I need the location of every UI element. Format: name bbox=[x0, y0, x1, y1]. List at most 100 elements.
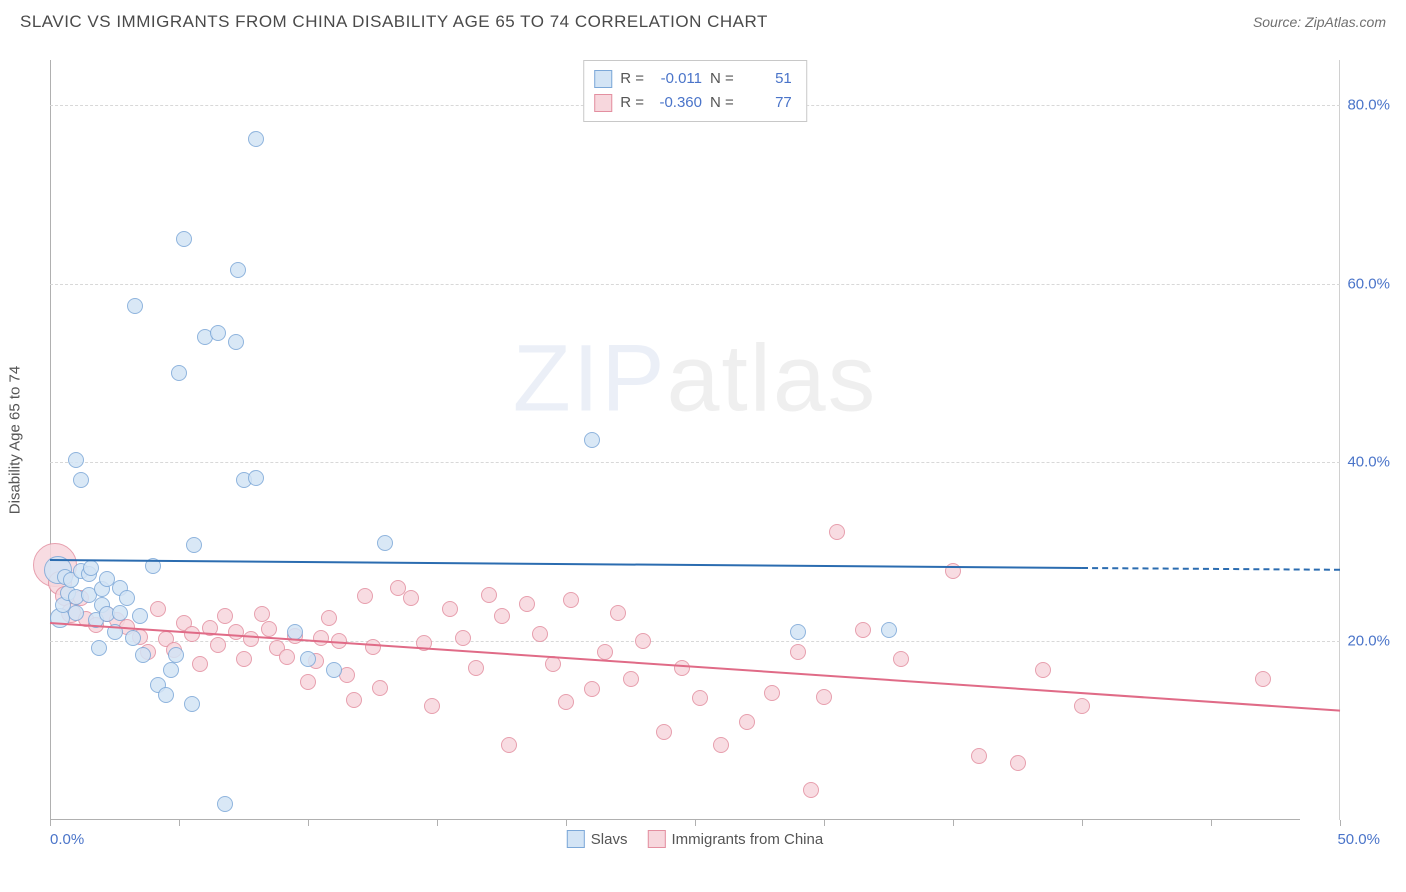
marker-china bbox=[494, 608, 510, 624]
stats-legend-box: R = -0.011 N = 51 R = -0.360 N = 77 bbox=[583, 60, 807, 122]
marker-china bbox=[692, 690, 708, 706]
marker-china bbox=[558, 694, 574, 710]
marker-slavs bbox=[176, 231, 192, 247]
bottom-legend: Slavs Immigrants from China bbox=[567, 830, 823, 848]
marker-china bbox=[442, 601, 458, 617]
marker-china bbox=[357, 588, 373, 604]
swatch-slavs bbox=[594, 70, 612, 88]
y-tick-label: 20.0% bbox=[1347, 633, 1390, 650]
marker-china bbox=[623, 671, 639, 687]
marker-china bbox=[971, 748, 987, 764]
legend-label-china: Immigrants from China bbox=[671, 831, 823, 848]
grid-line bbox=[50, 284, 1340, 285]
chart-title: SLAVIC VS IMMIGRANTS FROM CHINA DISABILI… bbox=[20, 12, 768, 32]
marker-slavs bbox=[112, 605, 128, 621]
marker-china bbox=[855, 622, 871, 638]
marker-china bbox=[1074, 698, 1090, 714]
marker-china bbox=[481, 587, 497, 603]
marker-china bbox=[321, 610, 337, 626]
r-label-slavs: R = bbox=[620, 67, 644, 91]
legend-swatch-slavs bbox=[567, 830, 585, 848]
x-tick bbox=[1340, 820, 1341, 826]
marker-slavs bbox=[584, 432, 600, 448]
marker-china bbox=[829, 524, 845, 540]
marker-slavs bbox=[132, 608, 148, 624]
x-axis-max-label: 50.0% bbox=[1337, 831, 1380, 848]
marker-china bbox=[674, 660, 690, 676]
marker-slavs bbox=[68, 605, 84, 621]
marker-slavs bbox=[83, 560, 99, 576]
marker-china bbox=[532, 626, 548, 642]
marker-china bbox=[243, 631, 259, 647]
marker-china bbox=[545, 656, 561, 672]
legend-item-slavs: Slavs bbox=[567, 830, 628, 848]
marker-slavs bbox=[326, 662, 342, 678]
marker-china bbox=[365, 639, 381, 655]
marker-china bbox=[228, 624, 244, 640]
marker-china bbox=[346, 692, 362, 708]
marker-china bbox=[790, 644, 806, 660]
swatch-china bbox=[594, 94, 612, 112]
marker-slavs bbox=[881, 622, 897, 638]
stats-row-china: R = -0.360 N = 77 bbox=[594, 91, 792, 115]
marker-china bbox=[424, 698, 440, 714]
plot-border bbox=[50, 60, 1300, 820]
marker-slavs bbox=[248, 131, 264, 147]
legend-swatch-china bbox=[647, 830, 665, 848]
marker-china bbox=[597, 644, 613, 660]
y-tick-label: 60.0% bbox=[1347, 275, 1390, 292]
legend-label-slavs: Slavs bbox=[591, 831, 628, 848]
x-tick bbox=[695, 820, 696, 826]
marker-china bbox=[150, 601, 166, 617]
marker-slavs bbox=[125, 630, 141, 646]
stats-row-slavs: R = -0.011 N = 51 bbox=[594, 67, 792, 91]
grid-line bbox=[50, 462, 1340, 463]
marker-china bbox=[803, 782, 819, 798]
marker-china bbox=[210, 637, 226, 653]
marker-slavs bbox=[184, 696, 200, 712]
marker-china bbox=[192, 656, 208, 672]
marker-china bbox=[739, 714, 755, 730]
marker-china bbox=[635, 633, 651, 649]
marker-slavs bbox=[217, 796, 233, 812]
x-tick bbox=[824, 820, 825, 826]
marker-slavs bbox=[91, 640, 107, 656]
marker-slavs bbox=[790, 624, 806, 640]
x-tick bbox=[1082, 820, 1083, 826]
source-attribution: Source: ZipAtlas.com bbox=[1253, 14, 1386, 30]
n-label-china: N = bbox=[710, 91, 734, 115]
r-value-slavs: -0.011 bbox=[652, 67, 702, 91]
y-tick-label: 80.0% bbox=[1347, 96, 1390, 113]
marker-china bbox=[403, 590, 419, 606]
marker-slavs bbox=[119, 590, 135, 606]
x-tick bbox=[308, 820, 309, 826]
marker-china bbox=[519, 596, 535, 612]
chart-area: ZIPatlas 20.0%40.0%60.0%80.0% 0.0% 50.0%… bbox=[50, 60, 1340, 820]
marker-china bbox=[455, 630, 471, 646]
marker-slavs bbox=[228, 334, 244, 350]
marker-slavs bbox=[158, 687, 174, 703]
marker-china bbox=[656, 724, 672, 740]
plot-right-border bbox=[1339, 60, 1340, 820]
x-tick bbox=[50, 820, 51, 826]
marker-china bbox=[313, 630, 329, 646]
x-tick bbox=[437, 820, 438, 826]
n-value-slavs: 51 bbox=[742, 67, 792, 91]
marker-china bbox=[501, 737, 517, 753]
marker-slavs bbox=[68, 452, 84, 468]
n-value-china: 77 bbox=[742, 91, 792, 115]
marker-china bbox=[764, 685, 780, 701]
x-tick bbox=[1211, 820, 1212, 826]
n-label-slavs: N = bbox=[710, 67, 734, 91]
marker-slavs bbox=[377, 535, 393, 551]
marker-slavs bbox=[168, 647, 184, 663]
marker-slavs bbox=[171, 365, 187, 381]
x-tick bbox=[179, 820, 180, 826]
marker-china bbox=[1255, 671, 1271, 687]
marker-china bbox=[217, 608, 233, 624]
marker-china bbox=[236, 651, 252, 667]
marker-china bbox=[610, 605, 626, 621]
marker-china bbox=[584, 681, 600, 697]
marker-china bbox=[279, 649, 295, 665]
marker-china bbox=[300, 674, 316, 690]
